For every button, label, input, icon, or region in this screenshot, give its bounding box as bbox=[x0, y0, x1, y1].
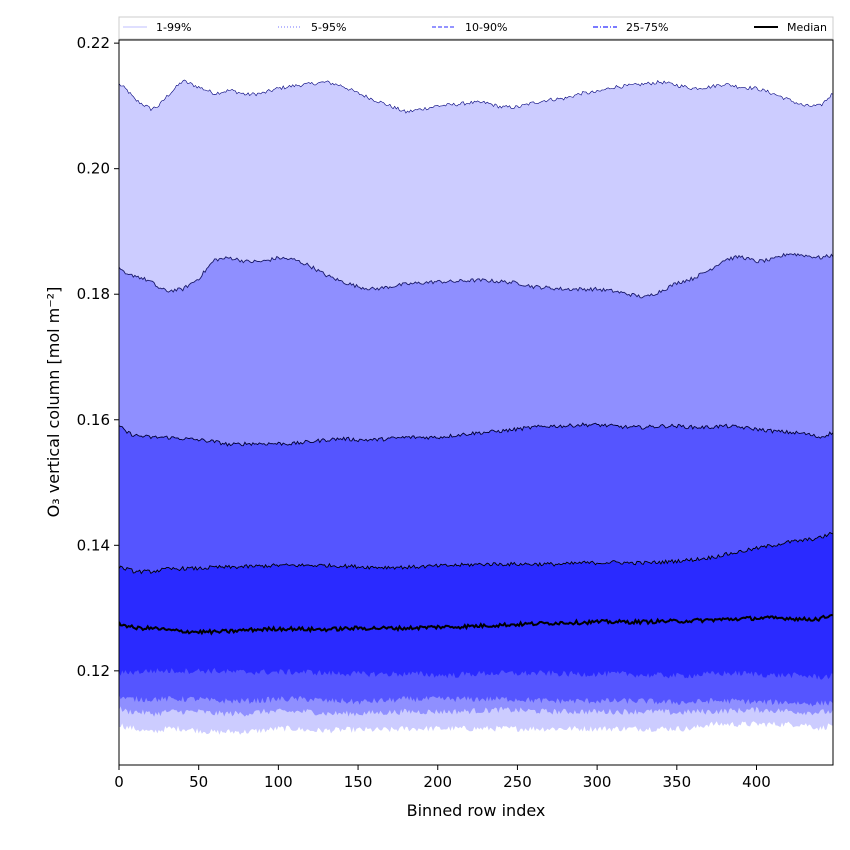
x-tick-label: 400 bbox=[742, 773, 771, 791]
y-tick-label: 0.14 bbox=[77, 536, 110, 554]
x-tick-label: 0 bbox=[114, 773, 124, 791]
series-lines bbox=[119, 79, 833, 636]
x-tick-label: 300 bbox=[583, 773, 612, 791]
legend-label: 1-99% bbox=[156, 21, 191, 34]
x-tick-label: 250 bbox=[503, 773, 532, 791]
legend-box bbox=[118, 16, 834, 40]
legend-label: Median bbox=[787, 21, 827, 34]
percentile-bands bbox=[119, 80, 833, 735]
y-axis: 0.12 0.14 0.16 0.18 0.20 0.22 bbox=[77, 34, 119, 680]
y-tick-label: 0.16 bbox=[77, 411, 110, 429]
band-edge-10-90% bbox=[119, 422, 833, 447]
band-edge-25-75% bbox=[119, 531, 833, 575]
legend-label: 25-75% bbox=[626, 21, 668, 34]
legend: 1-99% 5-95% 10-90% 25-75% Median bbox=[118, 16, 834, 40]
x-axis: 0 50 100 150 200 250 300 350 400 bbox=[114, 765, 771, 791]
plot-frame bbox=[118, 39, 834, 766]
x-tick-label: 350 bbox=[662, 773, 691, 791]
x-tick-label: 200 bbox=[423, 773, 452, 791]
y-tick-label: 0.20 bbox=[77, 160, 110, 178]
y-tick-label: 0.18 bbox=[77, 285, 110, 303]
y-tick-label: 0.22 bbox=[77, 34, 110, 52]
band-edge-5-95% bbox=[119, 252, 833, 299]
x-tick-label: 50 bbox=[189, 773, 208, 791]
y-tick-label: 0.12 bbox=[77, 662, 110, 680]
y-axis-label: O₃ vertical column [mol m⁻²] bbox=[44, 287, 63, 518]
series-line-median bbox=[119, 613, 833, 636]
legend-label: 10-90% bbox=[465, 21, 507, 34]
x-axis-label: Binned row index bbox=[407, 801, 546, 820]
band-edge-1-99% bbox=[119, 79, 833, 114]
x-tick-label: 150 bbox=[344, 773, 373, 791]
legend-label: 5-95% bbox=[311, 21, 346, 34]
x-tick-label: 100 bbox=[264, 773, 293, 791]
band-25-75% bbox=[119, 532, 833, 680]
